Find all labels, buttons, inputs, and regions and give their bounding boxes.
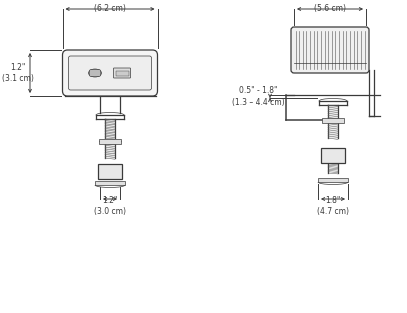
- FancyBboxPatch shape: [114, 68, 131, 78]
- Bar: [99, 138, 121, 143]
- Text: 2.2"
(5.6 cm): 2.2" (5.6 cm): [314, 0, 346, 13]
- Bar: [116, 70, 129, 75]
- Text: 1.2"
(3.0 cm): 1.2" (3.0 cm): [94, 196, 126, 216]
- Text: 1.2"
(3.1 cm): 1.2" (3.1 cm): [2, 63, 34, 83]
- Bar: [318, 178, 348, 182]
- Text: 2.4"
(6.2 cm): 2.4" (6.2 cm): [94, 0, 126, 13]
- Text: 0.5" - 1.8"
(1.3 – 4.4 cm): 0.5" - 1.8" (1.3 – 4.4 cm): [232, 86, 284, 107]
- Text: 1.8"
(4.7 cm): 1.8" (4.7 cm): [317, 196, 349, 216]
- FancyBboxPatch shape: [63, 50, 158, 96]
- FancyBboxPatch shape: [68, 56, 151, 90]
- Bar: [95, 181, 125, 185]
- FancyBboxPatch shape: [291, 27, 369, 73]
- Ellipse shape: [88, 69, 101, 77]
- FancyBboxPatch shape: [90, 70, 100, 76]
- Bar: [322, 117, 344, 122]
- Bar: [98, 163, 122, 178]
- Bar: [321, 147, 345, 162]
